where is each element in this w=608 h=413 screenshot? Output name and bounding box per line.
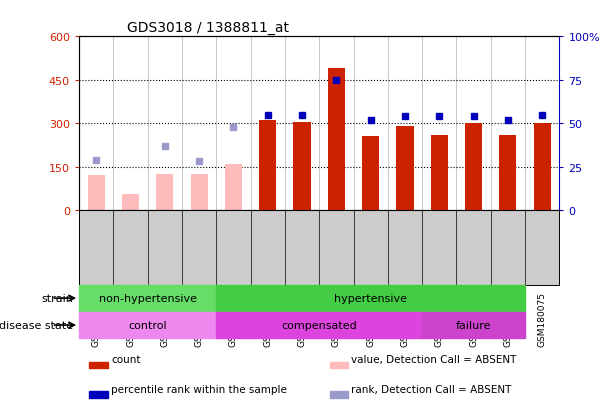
Bar bbox=[216, 285, 525, 311]
Bar bbox=[330, 362, 348, 368]
Text: disease state: disease state bbox=[0, 320, 73, 330]
Bar bbox=[328, 69, 345, 211]
Bar bbox=[79, 312, 216, 338]
Text: hypertensive: hypertensive bbox=[334, 293, 407, 304]
Text: non-hypertensive: non-hypertensive bbox=[98, 293, 196, 304]
Bar bbox=[88, 176, 105, 211]
Text: strain: strain bbox=[41, 293, 73, 304]
Bar bbox=[216, 312, 422, 338]
Bar bbox=[89, 362, 108, 368]
Text: rank, Detection Call = ABSENT: rank, Detection Call = ABSENT bbox=[351, 384, 511, 394]
Text: control: control bbox=[128, 320, 167, 330]
Bar bbox=[362, 137, 379, 211]
Bar bbox=[122, 195, 139, 211]
Bar bbox=[294, 123, 311, 211]
Bar bbox=[422, 312, 525, 338]
Bar bbox=[430, 135, 448, 211]
Bar bbox=[190, 174, 208, 211]
Text: count: count bbox=[111, 354, 140, 364]
Bar bbox=[156, 174, 173, 211]
Bar bbox=[534, 124, 551, 211]
Text: percentile rank within the sample: percentile rank within the sample bbox=[111, 384, 287, 394]
Text: value, Detection Call = ABSENT: value, Detection Call = ABSENT bbox=[351, 354, 516, 364]
Bar bbox=[225, 164, 242, 211]
Bar bbox=[465, 124, 482, 211]
Bar bbox=[259, 121, 276, 211]
Bar bbox=[89, 392, 108, 398]
Bar bbox=[396, 127, 413, 211]
Bar bbox=[499, 135, 516, 211]
Text: compensated: compensated bbox=[282, 320, 357, 330]
Bar bbox=[79, 285, 216, 311]
Text: GDS3018 / 1388811_at: GDS3018 / 1388811_at bbox=[127, 21, 289, 35]
Text: failure: failure bbox=[456, 320, 491, 330]
Bar bbox=[330, 392, 348, 398]
